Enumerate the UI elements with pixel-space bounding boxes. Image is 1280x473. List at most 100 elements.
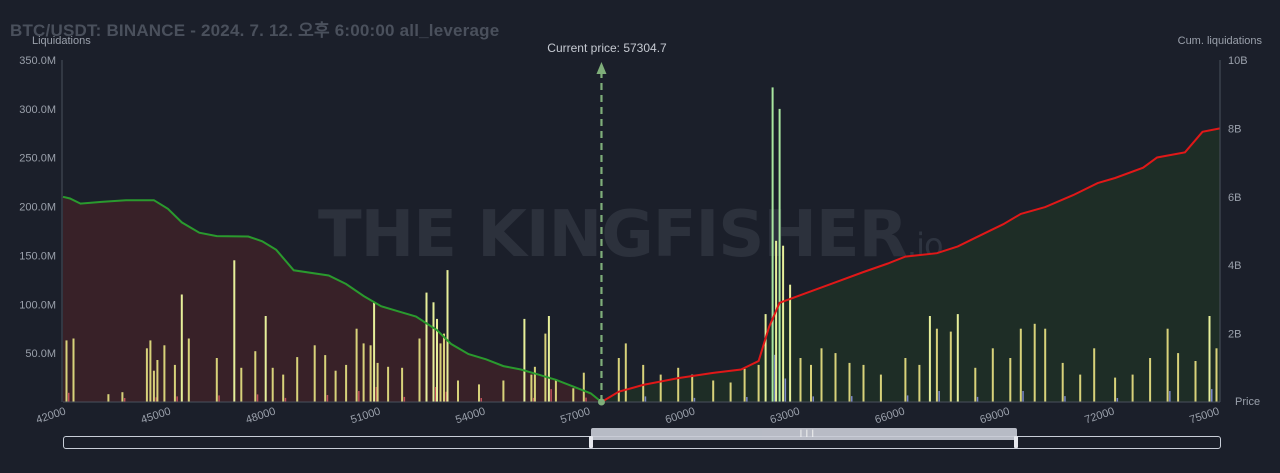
liquidation-bar — [432, 302, 435, 402]
liquidation-bar — [550, 389, 552, 402]
y2-tick-label: 10B — [1228, 55, 1248, 67]
liquidation-bar — [677, 367, 680, 402]
liquidation-bar — [624, 343, 627, 402]
y-axis-right-label: Cum. liquidations — [1178, 35, 1263, 47]
liquidation-bar — [376, 362, 379, 402]
liquidation-bar — [418, 338, 421, 402]
liquidation-bar — [163, 345, 166, 402]
liquidation-bar — [1166, 328, 1169, 402]
liquidation-bar — [774, 354, 776, 402]
liquidation-bar — [1211, 389, 1213, 402]
liquidation-bar — [746, 397, 748, 402]
liquidation-bar — [446, 270, 449, 402]
y2-tick-label: 8B — [1228, 123, 1241, 135]
liquidation-bar — [1169, 391, 1171, 402]
liquidation-bar — [439, 343, 442, 402]
liquidation-bar — [502, 380, 505, 402]
liquidation-bar — [935, 328, 938, 402]
liquidation-bar — [264, 316, 267, 402]
liquidation-bar — [457, 380, 459, 402]
liquidation-bar — [743, 368, 746, 402]
current-price-marker — [597, 398, 605, 406]
liquidation-bar — [1215, 348, 1218, 402]
liquidation-bar — [443, 333, 445, 402]
liquidation-bar — [799, 358, 802, 402]
liquidation-bar — [65, 340, 68, 402]
liquidation-bar — [375, 387, 378, 402]
liquidation-bar — [642, 364, 645, 402]
liquidation-bar — [156, 360, 159, 402]
liquidation-bar — [991, 348, 994, 402]
liquidation-bar — [729, 382, 732, 402]
x-tick-label: 63000 — [769, 405, 802, 426]
current-price-label: Current price: 57304.7 — [547, 41, 667, 55]
long-cum-area — [601, 128, 1220, 402]
liquidation-bar — [1044, 328, 1047, 402]
liquidation-bar — [778, 108, 781, 403]
liquidation-bar — [271, 367, 274, 402]
liquidation-bar — [585, 397, 587, 402]
liquidation-bar — [373, 302, 376, 402]
range-navigator-right-handle[interactable] — [1014, 436, 1018, 448]
liquidation-bar — [810, 364, 812, 402]
y2-tick-label: 2B — [1228, 329, 1241, 341]
current-price-arrow-icon — [596, 62, 607, 74]
range-navigator-left-handle[interactable] — [589, 436, 593, 448]
liquidation-bar — [572, 388, 575, 402]
liquidation-bar — [403, 396, 406, 402]
liquidation-bar — [582, 372, 585, 402]
liquidation-bar — [1064, 396, 1066, 402]
liquidation-bar — [358, 391, 360, 402]
liquidation-bar — [834, 353, 837, 402]
liquidation-bar — [644, 396, 647, 402]
liquidation-bar — [918, 364, 921, 402]
liquidation-bar — [956, 314, 959, 402]
liquidation-bar — [976, 396, 979, 402]
cum-liquidations-long-line — [600, 127, 1221, 403]
chart-title: BTC/USDT: BINANCE - 2024. 7. 12. 오후 6:00… — [10, 21, 500, 40]
x-tick-label: 75000 — [1188, 405, 1221, 426]
liquidation-bar — [784, 378, 787, 402]
liquidation-bar — [401, 367, 404, 402]
liquidation-bar — [533, 366, 536, 402]
liquidation-bar — [938, 391, 940, 402]
liquidation-bar — [771, 87, 774, 403]
liquidation-bar — [155, 397, 157, 402]
liquidation-bar — [812, 396, 814, 402]
y-tick-label: 200.0M — [19, 202, 56, 214]
liquidation-bar — [107, 394, 110, 402]
liquidation-bar — [879, 374, 882, 402]
liquidation-bar — [123, 398, 126, 402]
liquidation-bar — [1208, 316, 1211, 402]
range-navigator-window[interactable]: ❙❙❙ — [591, 428, 1017, 440]
x-tick-label: 54000 — [454, 405, 487, 426]
liquidation-bar — [1093, 348, 1096, 402]
x-tick-label: 69000 — [978, 405, 1011, 426]
liquidation-bar — [313, 345, 316, 402]
liquidation-bar — [789, 284, 792, 402]
liquidation-bar — [974, 367, 977, 402]
liquidation-bar — [693, 397, 696, 402]
liquidation-bar — [176, 396, 178, 402]
liquidation-bar — [145, 348, 148, 402]
liquidation-bar — [149, 340, 152, 402]
liquidation-bar — [355, 328, 358, 402]
y-tick-label: 350.0M — [19, 55, 56, 67]
x-tick-label: 66000 — [874, 405, 907, 426]
liquidation-bar — [478, 384, 480, 402]
liquidation-bar — [345, 364, 348, 402]
y2-tick-label: 6B — [1228, 192, 1241, 204]
liquidation-bar — [436, 318, 438, 402]
liquidation-bar — [1079, 374, 1082, 402]
liquidation-bar — [547, 316, 550, 402]
liquidation-bar — [326, 395, 329, 402]
liquidation-bar — [362, 343, 365, 402]
short-cum-area — [63, 196, 602, 402]
y-tick-label: 100.0M — [19, 299, 56, 311]
liquidation-bar — [775, 240, 778, 402]
liquidation-bar — [782, 245, 785, 402]
liquidation-bar — [68, 392, 70, 402]
liquidation-bar — [862, 364, 865, 402]
x-tick-label: 42000 — [35, 405, 68, 426]
grip-icon: ❙❙❙ — [798, 430, 816, 437]
